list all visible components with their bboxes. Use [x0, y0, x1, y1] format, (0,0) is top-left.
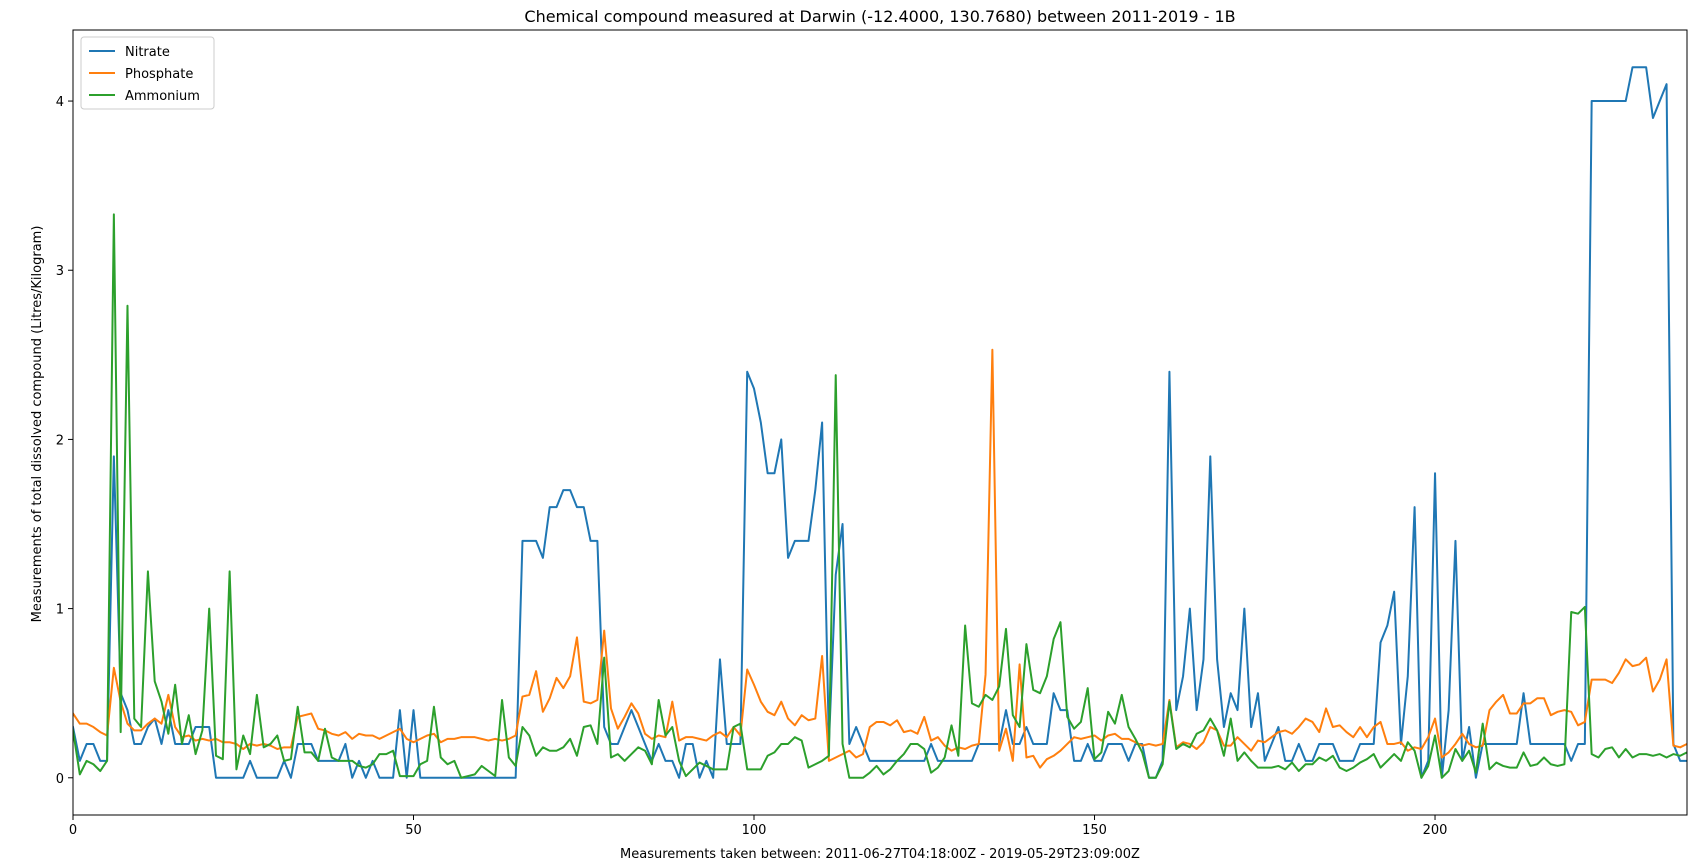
- x-tick-label: 150: [1082, 823, 1107, 838]
- y-tick-label: 1: [56, 603, 64, 618]
- legend-label-nitrate: Nitrate: [125, 45, 170, 60]
- legend-label-ammonium: Ammonium: [125, 89, 200, 104]
- y-tick-label: 2: [56, 433, 64, 448]
- series-layer: [73, 66, 1687, 779]
- legend-label-phosphate: Phosphate: [125, 67, 193, 82]
- x-tick-label: 0: [69, 823, 77, 838]
- axis-layer: 0 50 100 150 200 0 1 2 3 4: [56, 95, 1448, 838]
- plot-frame: [72, 29, 1688, 816]
- y-tick-label: 0: [56, 772, 64, 787]
- x-tick-label: 100: [742, 823, 767, 838]
- x-axis-title: Measurements taken between: 2011-06-27T0…: [620, 847, 1140, 862]
- legend: Nitrate Phosphate Ammonium: [80, 36, 215, 110]
- series-line-ammonium: [73, 213, 1687, 779]
- legend-box: [80, 36, 215, 110]
- x-tick-label: 50: [405, 823, 422, 838]
- chart-title: Chemical compound measured at Darwin (-1…: [524, 7, 1235, 26]
- y-tick-label: 3: [56, 264, 64, 279]
- series-line-phosphate: [73, 348, 1687, 769]
- y-axis-title: Measurements of total dissolved compound…: [30, 226, 45, 623]
- series-line-nitrate: [73, 66, 1687, 779]
- y-tick-label: 4: [56, 95, 64, 110]
- x-tick-label: 200: [1423, 823, 1448, 838]
